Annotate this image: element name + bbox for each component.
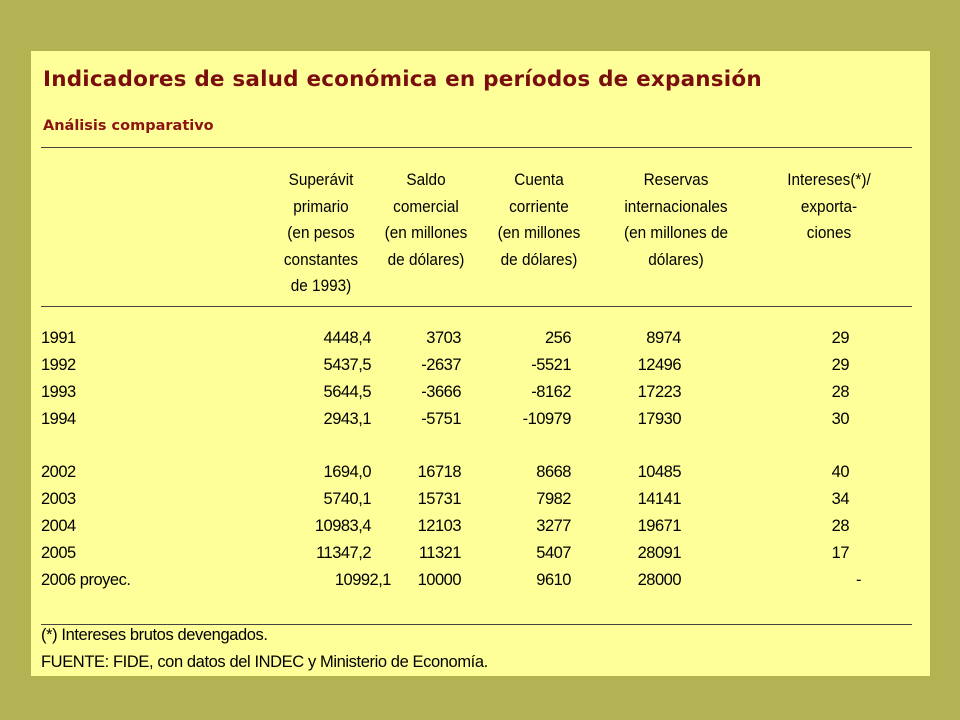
column-header-cuenta: Cuenta corriente (en millones de dólares… — [497, 171, 581, 269]
intereses-cell: 17 — [831, 544, 850, 562]
column-header-intereses: Intereses(*)/ exporta- ciones — [787, 171, 871, 242]
superavit-cell: 10983,4 — [314, 517, 372, 535]
year-cell: 1992 — [41, 356, 76, 374]
table-row: 2005 11347,2 11321 5407 28091 17 — [41, 544, 901, 568]
cuenta-cell: 7982 — [536, 490, 571, 508]
reservas-cell: 17930 — [637, 410, 682, 428]
intereses-cell: 28 — [831, 517, 850, 535]
table-row: 1994 2943,1 -5751 -10979 17930 30 — [41, 410, 901, 434]
reservas-cell: 10485 — [637, 463, 682, 481]
cuenta-cell: 256 — [544, 329, 572, 347]
year-cell: 2002 — [41, 463, 76, 481]
table-row: 1993 5644,5 -3666 -8162 17223 28 — [41, 383, 901, 407]
saldo-cell: 16718 — [417, 463, 462, 481]
table-row: 2004 10983,4 12103 3277 19671 28 — [41, 517, 901, 541]
year-cell: 1994 — [41, 410, 76, 428]
saldo-cell: 12103 — [417, 517, 462, 535]
year-cell: 1993 — [41, 383, 76, 401]
table-row: 2006 proyec. 10992,1 10000 9610 28000 - — [41, 571, 901, 595]
footnote: (*) Intereses brutos devengados. — [41, 626, 268, 644]
top-divider — [41, 147, 912, 148]
superavit-cell: 5644,5 — [323, 383, 372, 401]
table-row: 2003 5740,1 15731 7982 14141 34 — [41, 490, 901, 514]
intereses-cell: 30 — [831, 410, 850, 428]
year-cell: 1991 — [41, 329, 76, 347]
year-cell: 2004 — [41, 517, 76, 535]
superavit-cell: 11347,2 — [316, 544, 371, 562]
page-title: Indicadores de salud económica en períod… — [43, 67, 762, 92]
year-cell: 2006 proyec. — [41, 571, 131, 589]
reservas-cell: 19671 — [637, 517, 682, 535]
cuenta-cell: 5407 — [536, 544, 571, 562]
cuenta-cell: 9610 — [536, 571, 571, 589]
table-row: 1992 5437,5 -2637 -5521 12496 29 — [41, 356, 901, 380]
saldo-cell: 10000 — [417, 571, 462, 589]
cuenta-cell: -5521 — [531, 356, 571, 374]
superavit-cell: 1694,0 — [323, 463, 372, 481]
superavit-cell: 5437,5 — [323, 356, 372, 374]
saldo-cell: 11321 — [418, 544, 462, 562]
reservas-cell: 28091 — [637, 544, 682, 562]
reservas-cell: 14141 — [637, 490, 682, 508]
superavit-cell: 2943,1 — [323, 410, 372, 428]
reservas-cell: 17223 — [637, 383, 682, 401]
column-header-saldo: Saldo comercial (en millones de dólares) — [384, 171, 468, 269]
cuenta-cell: -8162 — [531, 383, 571, 401]
reservas-cell: 8974 — [646, 329, 681, 347]
intereses-cell: - — [856, 571, 862, 589]
superavit-cell: 5740,1 — [323, 490, 372, 508]
cuenta-cell: 8668 — [536, 463, 571, 481]
saldo-cell: -5751 — [421, 410, 461, 428]
column-header-reservas: Reservas internacionales (en millones de… — [623, 171, 729, 269]
intereses-cell: 29 — [831, 329, 850, 347]
table-row: 1991 4448,4 3703 256 8974 29 — [41, 329, 901, 353]
column-header-superavit: Superávit primario (en pesos constantes … — [283, 171, 359, 295]
bottom-divider — [41, 624, 912, 625]
intereses-cell: 40 — [831, 463, 850, 481]
intereses-cell: 29 — [831, 356, 850, 374]
year-cell: 2005 — [41, 544, 76, 562]
year-cell: 2003 — [41, 490, 76, 508]
superavit-cell: 4448,4 — [323, 329, 372, 347]
saldo-cell: -2637 — [421, 356, 461, 374]
source-note: FUENTE: FIDE, con datos del INDEC y Mini… — [41, 653, 488, 671]
header-divider — [41, 306, 912, 307]
cuenta-cell: 3277 — [536, 517, 571, 535]
intereses-cell: 34 — [831, 490, 850, 508]
superavit-cell: 10992,1 — [334, 571, 392, 589]
page-subtitle: Análisis comparativo — [43, 118, 214, 134]
intereses-cell: 28 — [831, 383, 850, 401]
slide-panel: Indicadores de salud económica en períod… — [31, 51, 930, 676]
cuenta-cell: -10979 — [522, 410, 572, 428]
saldo-cell: 3703 — [426, 329, 461, 347]
reservas-cell: 12496 — [637, 356, 682, 374]
saldo-cell: -3666 — [421, 383, 461, 401]
reservas-cell: 28000 — [637, 571, 682, 589]
table-row: 2002 1694,0 16718 8668 10485 40 — [41, 463, 901, 487]
saldo-cell: 15731 — [417, 490, 462, 508]
